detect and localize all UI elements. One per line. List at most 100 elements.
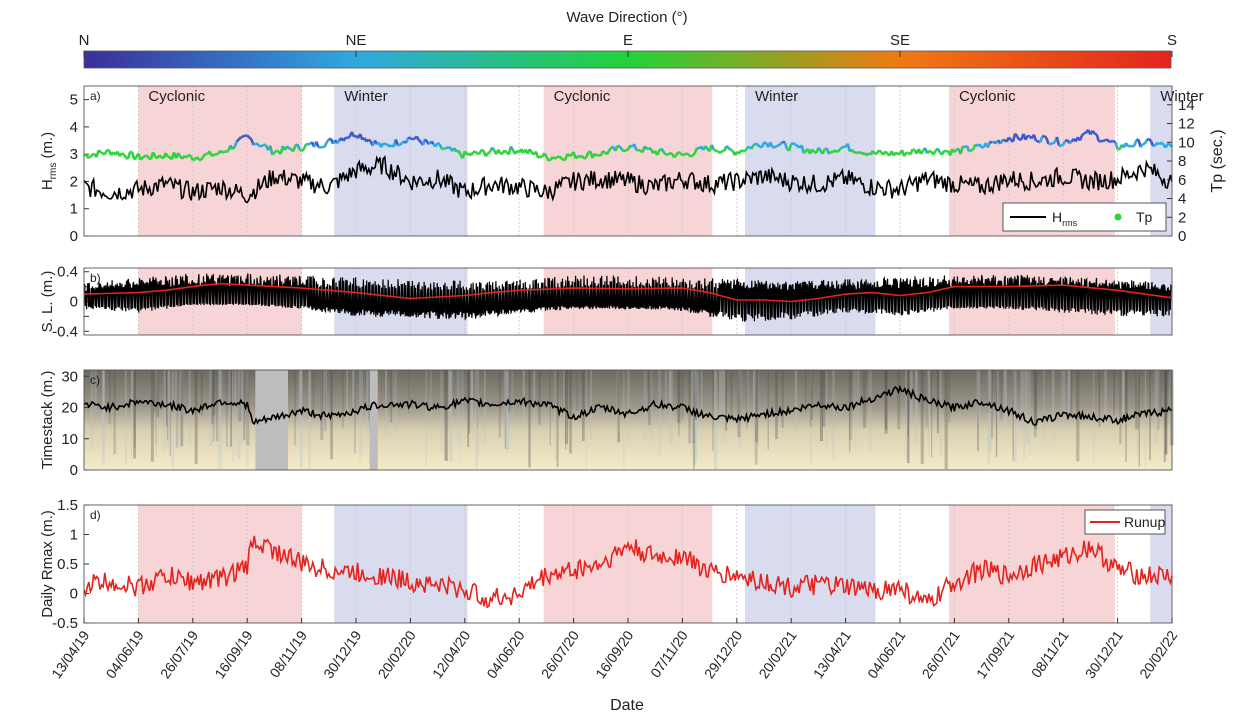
y2-axis-label: Tp (sec.) bbox=[1209, 129, 1226, 192]
timestack-streak bbox=[180, 370, 184, 447]
tp-series-segment bbox=[177, 152, 182, 158]
tp-series-segment bbox=[787, 143, 793, 152]
tp-series-segment bbox=[195, 156, 201, 161]
y2-tick-label: 2 bbox=[1178, 209, 1186, 226]
tp-series-segment bbox=[528, 148, 533, 154]
x-tick-label: 13/04/21 bbox=[810, 627, 854, 681]
tp-series-segment bbox=[832, 149, 837, 154]
tp-series-segment bbox=[103, 149, 109, 155]
tp-series-segment bbox=[394, 138, 400, 146]
timestack-streak bbox=[931, 370, 933, 458]
y-tick-label: 0 bbox=[70, 294, 78, 311]
timestack-streak bbox=[461, 370, 465, 421]
tp-series-segment bbox=[315, 141, 320, 148]
timestack-streak bbox=[1003, 370, 1007, 431]
colorbar-title: Wave Direction (°) bbox=[566, 9, 687, 26]
y-tick-label: 0 bbox=[70, 228, 78, 245]
timestack-streak bbox=[215, 370, 219, 441]
tp-series-segment bbox=[744, 147, 749, 152]
tp-series-segment bbox=[1095, 134, 1101, 142]
timestack-streak bbox=[505, 370, 509, 453]
y-tick-label: 20 bbox=[61, 400, 78, 417]
tp-series-segment bbox=[608, 146, 613, 152]
y-tick-label: 30 bbox=[61, 368, 78, 385]
tp-series-segment bbox=[219, 149, 224, 154]
timestack-streak bbox=[738, 370, 741, 448]
data-gap bbox=[369, 370, 378, 470]
panel-label: a) bbox=[90, 89, 101, 103]
timestack-streak bbox=[169, 370, 171, 457]
timestack-streak bbox=[718, 370, 722, 427]
tp-series-segment bbox=[252, 142, 257, 146]
tp-series-segment bbox=[682, 153, 685, 157]
tp-series-segment bbox=[574, 155, 579, 160]
timestack-streak bbox=[781, 370, 784, 428]
timestack-streak bbox=[1135, 370, 1139, 430]
tp-series-segment bbox=[760, 141, 766, 148]
tp-series-segment bbox=[871, 150, 876, 155]
timestack-streak bbox=[987, 370, 991, 466]
timestack-streak bbox=[944, 370, 948, 470]
timestack-streak bbox=[746, 370, 748, 429]
tp-series-segment bbox=[102, 152, 106, 156]
timestack-streak bbox=[737, 370, 740, 420]
x-tick-label: 30/12/21 bbox=[1082, 627, 1126, 681]
timestack-streak bbox=[239, 370, 241, 413]
tp-series-segment bbox=[583, 156, 587, 160]
tp-series-segment bbox=[106, 148, 110, 152]
tp-series-segment bbox=[1127, 144, 1131, 148]
tp-series-segment bbox=[878, 149, 883, 154]
timestack-streak bbox=[134, 370, 136, 449]
tp-series-segment bbox=[1110, 139, 1114, 143]
tp-series-segment bbox=[1083, 131, 1087, 135]
timestack-streak bbox=[677, 370, 681, 424]
timestack-streak bbox=[1033, 370, 1038, 430]
timestack-streak bbox=[884, 370, 888, 434]
tp-series-segment bbox=[388, 144, 393, 148]
timestack-streak bbox=[920, 370, 924, 464]
timestack-streak bbox=[1052, 370, 1055, 445]
tp-series-segment bbox=[1149, 140, 1155, 147]
timestack-streak bbox=[238, 370, 242, 422]
timestack-streak bbox=[234, 370, 237, 455]
tp-series-segment bbox=[824, 147, 828, 151]
timestack-streak bbox=[1013, 370, 1017, 463]
tp-series-segment bbox=[261, 143, 265, 148]
tp-series-segment bbox=[412, 137, 415, 141]
timestack-streak bbox=[1138, 370, 1140, 467]
tp-series-segment bbox=[1045, 137, 1050, 145]
y-tick-label: 0 bbox=[70, 462, 78, 479]
panel-c-timestack: 0 10 20 30 c) Timestack (m.) bbox=[39, 368, 1174, 479]
tp-series-segment bbox=[683, 152, 688, 156]
timestack-streak bbox=[623, 370, 625, 470]
y2-tick-label: 0 bbox=[1178, 228, 1186, 245]
tp-series-segment bbox=[841, 145, 844, 149]
tp-series-segment bbox=[164, 152, 169, 158]
timestack-streak bbox=[737, 370, 739, 422]
timestack-streak bbox=[449, 370, 453, 462]
tp-series-segment bbox=[386, 143, 391, 148]
timestack-streak bbox=[577, 370, 579, 415]
timestack-streak bbox=[626, 370, 631, 442]
tp-series-segment bbox=[1100, 139, 1104, 143]
season-band-cyclonic bbox=[543, 86, 713, 236]
tp-series-segment bbox=[710, 144, 715, 151]
timestack-streak bbox=[565, 370, 569, 445]
tp-series-segment bbox=[365, 138, 370, 143]
tp-series-segment bbox=[830, 150, 834, 154]
timestack-streak bbox=[163, 370, 166, 453]
plot-frame bbox=[83, 369, 1173, 471]
timestack-streak bbox=[425, 370, 428, 467]
timestack-streak bbox=[101, 370, 105, 466]
legend-hrms-label: Hrms bbox=[1052, 209, 1078, 228]
tp-series-segment bbox=[221, 150, 225, 154]
timestack-streak bbox=[712, 370, 714, 452]
tp-series-segment bbox=[288, 147, 292, 151]
tp-series-segment bbox=[1131, 144, 1135, 148]
timestack-streak bbox=[1159, 370, 1162, 416]
timestack-streak bbox=[498, 370, 502, 438]
tp-series-segment bbox=[144, 154, 148, 158]
timestack-streak bbox=[384, 370, 388, 436]
timestack-streak bbox=[447, 370, 452, 417]
tp-series-segment bbox=[617, 144, 621, 148]
